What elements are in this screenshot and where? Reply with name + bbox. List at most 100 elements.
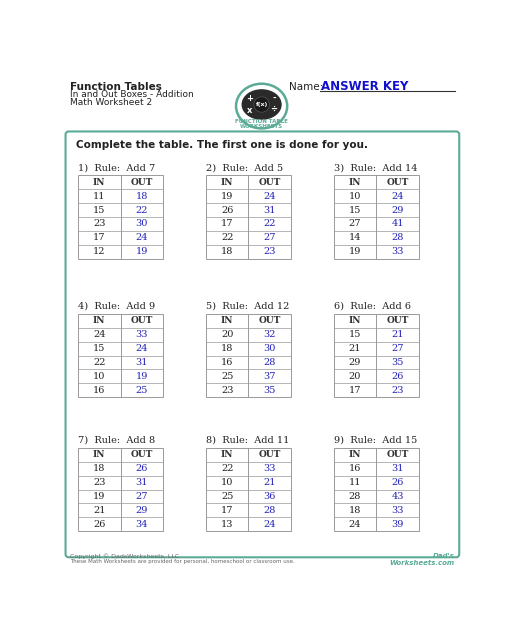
Text: 10: 10 [93,372,105,381]
Text: 29: 29 [136,506,148,515]
Text: 33: 33 [391,506,404,515]
Text: 29: 29 [349,358,361,367]
Text: 22: 22 [93,358,105,367]
Text: 17: 17 [221,506,233,515]
Text: 17: 17 [221,220,233,228]
Text: 24: 24 [391,191,404,201]
Text: 18: 18 [93,464,105,473]
Text: 28: 28 [349,492,361,501]
Text: 15: 15 [349,205,361,214]
Text: 27: 27 [349,220,361,228]
Text: 25: 25 [221,492,233,501]
Text: IN: IN [221,178,233,187]
Text: Function Tables: Function Tables [70,82,162,92]
Text: 26: 26 [392,372,404,381]
Ellipse shape [242,90,281,119]
Text: 33: 33 [391,247,404,256]
Text: 7)  Rule:  Add 8: 7) Rule: Add 8 [78,436,155,445]
Bar [206,314,291,397]
Text: IN: IN [93,178,105,187]
Text: 22: 22 [221,233,233,242]
Text: 20: 20 [349,372,361,381]
Text: 21: 21 [264,478,276,487]
Text: 10: 10 [221,478,233,487]
Text: 30: 30 [136,220,148,228]
Bar [334,314,419,397]
Text: 25: 25 [136,386,148,395]
Text: 39: 39 [392,520,404,529]
Text: 20: 20 [221,330,233,339]
Text: 13: 13 [221,520,233,529]
Text: 23: 23 [264,247,276,256]
Text: OUT: OUT [387,451,409,460]
Text: OUT: OUT [131,178,153,187]
Text: 19: 19 [349,247,361,256]
Text: x: x [247,106,252,115]
Text: 28: 28 [264,358,276,367]
Text: 11: 11 [93,191,105,201]
Text: 17: 17 [93,233,105,242]
Text: 21: 21 [349,344,361,353]
Text: 18: 18 [349,506,361,515]
Text: OUT: OUT [131,316,153,325]
Text: 26: 26 [392,478,404,487]
Text: 27: 27 [391,344,404,353]
Text: 16: 16 [349,464,361,473]
Text: IN: IN [349,451,361,460]
Text: f(x): f(x) [255,102,268,107]
Text: OUT: OUT [387,178,409,187]
Text: 2)  Rule:  Add 5: 2) Rule: Add 5 [206,163,283,172]
Text: 33: 33 [264,464,276,473]
Text: OUT: OUT [259,178,281,187]
Text: 6)  Rule:  Add 6: 6) Rule: Add 6 [334,301,411,311]
Text: 29: 29 [392,205,404,214]
Text: Name:: Name: [289,82,323,92]
Text: 17: 17 [349,386,361,395]
Text: 37: 37 [264,372,276,381]
Text: 10: 10 [349,191,361,201]
Text: 23: 23 [93,220,105,228]
Text: 19: 19 [136,372,148,381]
Text: 1)  Rule:  Add 7: 1) Rule: Add 7 [78,163,155,172]
Text: IN: IN [221,451,233,460]
Bar [78,448,163,531]
Text: 15: 15 [93,205,105,214]
Ellipse shape [236,84,287,129]
Text: 35: 35 [392,358,404,367]
Text: FUNCTION TABLE: FUNCTION TABLE [235,119,288,124]
Text: IN: IN [221,316,233,325]
Text: 21: 21 [93,506,105,515]
Text: WORKSHEETS: WORKSHEETS [240,124,283,129]
Bar [206,448,291,531]
Text: +: + [246,94,253,103]
Circle shape [254,97,269,112]
Text: Dad's
Worksheets.com: Dad's Worksheets.com [390,553,455,566]
Text: 24: 24 [136,233,148,242]
Text: 28: 28 [264,506,276,515]
Text: 33: 33 [136,330,148,339]
Text: 11: 11 [349,478,361,487]
Bar [78,314,163,397]
Text: IN: IN [349,178,361,187]
Text: 23: 23 [221,386,233,395]
Text: 19: 19 [221,191,233,201]
Text: 23: 23 [391,386,404,395]
Text: 31: 31 [136,358,148,367]
Bar [334,175,419,259]
Text: 22: 22 [264,220,276,228]
Text: 26: 26 [136,464,148,473]
Text: 3)  Rule:  Add 14: 3) Rule: Add 14 [334,163,417,172]
Text: -: - [272,94,276,103]
Text: 4)  Rule:  Add 9: 4) Rule: Add 9 [78,301,155,311]
Text: 24: 24 [264,191,276,201]
Text: In and Out Boxes - Addition: In and Out Boxes - Addition [70,90,194,99]
Bar [334,448,419,531]
Text: 27: 27 [264,233,276,242]
Text: 19: 19 [136,247,148,256]
FancyBboxPatch shape [66,131,459,557]
Text: 26: 26 [221,205,233,214]
Text: 41: 41 [391,220,404,228]
Text: OUT: OUT [387,316,409,325]
Text: 31: 31 [264,205,276,214]
Text: 16: 16 [93,386,105,395]
